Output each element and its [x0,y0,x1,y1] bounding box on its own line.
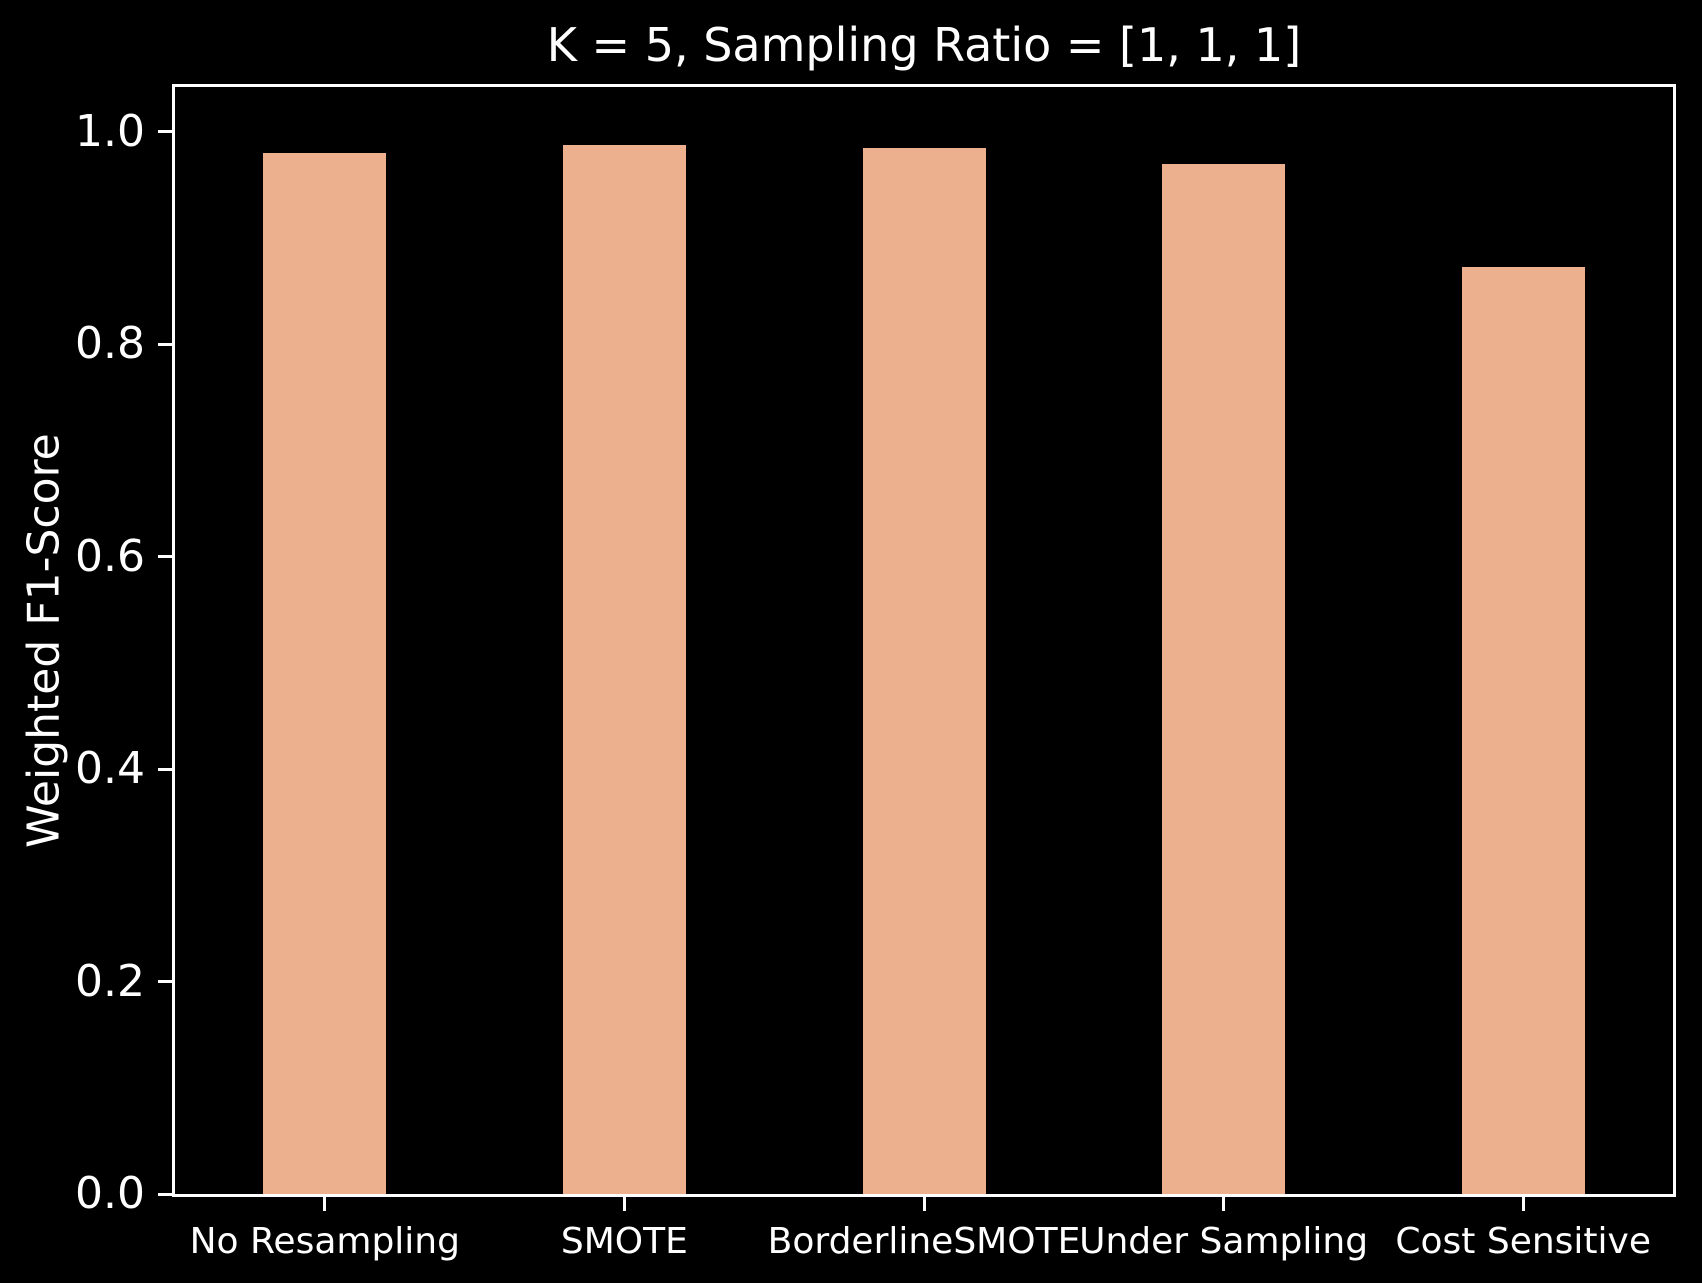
chart-title: K = 5, Sampling Ratio = [1, 1, 1] [546,18,1302,72]
bar [862,147,986,1194]
y-tick-label: 0.2 [75,955,145,1007]
x-tick-mark [922,1197,926,1211]
y-tick-label: 0.0 [75,1168,145,1219]
x-tick-label: BorderlineSMOTE [767,1221,1081,1262]
y-tick-label: 0.4 [75,743,145,795]
y-tick-mark [158,555,172,559]
x-tick-label: No Resampling [189,1221,460,1262]
y-tick-mark [158,980,172,984]
x-tick-label: Cost Sensitive [1395,1221,1651,1262]
bar [1162,163,1286,1194]
y-tick-mark [158,767,172,771]
y-tick-mark [158,342,172,346]
y-tick-mark [158,1192,172,1196]
x-tick-mark [622,1197,626,1211]
x-tick-mark [323,1197,327,1211]
x-tick-mark [1222,1197,1226,1211]
y-tick-mark [158,130,172,134]
y-tick-label: 0.8 [75,318,145,370]
x-tick-label: Under Sampling [1079,1221,1369,1262]
bar [263,152,387,1194]
x-tick-label: SMOTE [560,1221,688,1262]
plot-area: 0.0 0.2 0.4 0.6 0.8 1.0 No Resampling SMOTE Bord… [75,84,1676,1262]
y-tick-label: 0.6 [75,530,145,582]
bar [562,145,686,1194]
bar [1461,266,1585,1194]
y-tick-label: 1.0 [75,105,145,157]
y-axis-label: Weighted F1-Score [18,433,70,848]
x-tick-mark [1521,1197,1525,1211]
